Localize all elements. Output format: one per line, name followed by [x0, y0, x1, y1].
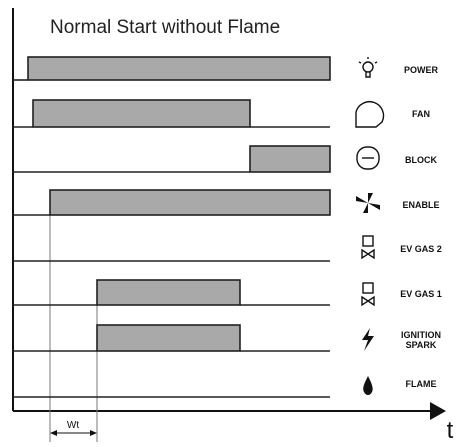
signal-label: BLOCK	[405, 155, 437, 165]
icon-enable	[356, 193, 380, 213]
signal-label: ENABLE	[402, 200, 439, 210]
signal-on	[27, 56, 331, 81]
signal-on	[96, 324, 241, 352]
time-label: t	[447, 417, 454, 444]
title: Normal Start without Flame	[50, 17, 280, 38]
wt-arrow-head	[90, 430, 97, 436]
icon-flame	[363, 376, 373, 395]
signal-label: EV GAS 1	[400, 289, 442, 299]
icon-block	[356, 146, 380, 170]
wt-label: Wt	[67, 420, 79, 431]
signal-on	[96, 279, 241, 306]
signal-on	[32, 99, 251, 128]
icon-bulb	[358, 57, 378, 78]
signal-label: FAN	[412, 109, 430, 119]
signal-label: EV GAS 2	[400, 244, 442, 254]
icon-spark	[362, 328, 374, 351]
icon-valve	[361, 235, 375, 260]
signal-label: FLAME	[406, 379, 437, 389]
icon-valve	[361, 282, 375, 307]
time-arrow	[430, 402, 446, 420]
icon-fan	[355, 100, 385, 128]
signal-label: IGNITION SPARK	[401, 330, 441, 350]
wt-arrow-head	[50, 430, 57, 436]
signal-on	[249, 145, 331, 173]
signal-on	[49, 189, 331, 216]
signal-label: POWER	[404, 65, 439, 75]
